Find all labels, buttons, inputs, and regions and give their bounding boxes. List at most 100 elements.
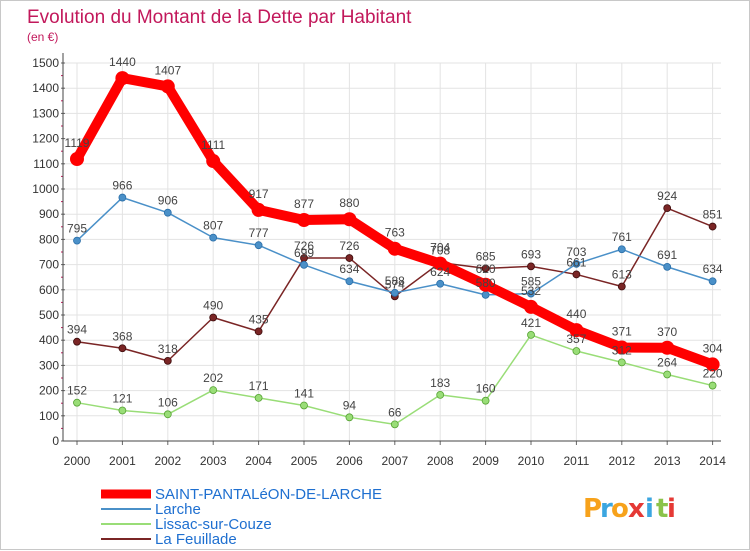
- data-point: [527, 331, 535, 339]
- data-label: 202: [203, 371, 223, 385]
- data-label: 121: [112, 392, 132, 406]
- x-tick-label: 2003: [200, 454, 227, 468]
- data-label: 394: [67, 323, 87, 337]
- x-tick-label: 2012: [608, 454, 635, 468]
- data-label: 160: [476, 382, 496, 396]
- data-point: [342, 212, 357, 227]
- data-label: 877: [294, 197, 314, 211]
- logo-letter: t: [656, 494, 668, 524]
- data-label: 966: [112, 179, 132, 193]
- x-tick-label: 2007: [381, 454, 408, 468]
- legend-label: SAINT-PANTALéON-DE-LARCHE: [155, 486, 382, 503]
- x-tick-label: 2014: [699, 454, 726, 468]
- x-tick-label: 2010: [518, 454, 545, 468]
- y-tick-label: 100: [39, 409, 59, 423]
- data-label: 661: [566, 255, 586, 269]
- x-tick-label: 2005: [291, 454, 318, 468]
- data-point: [527, 262, 535, 271]
- data-point: [254, 394, 263, 402]
- data-point: [209, 233, 218, 242]
- data-label: 106: [158, 395, 178, 409]
- data-point: [663, 204, 672, 213]
- x-tick-label: 2006: [336, 454, 363, 468]
- data-point: [481, 264, 490, 273]
- data-label: 371: [612, 325, 632, 339]
- data-point: [708, 381, 717, 390]
- data-label: 152: [67, 384, 87, 398]
- data-point: [569, 323, 584, 338]
- data-point: [300, 260, 308, 269]
- data-label: 312: [612, 343, 632, 357]
- data-point: [73, 236, 81, 245]
- data-point: [300, 401, 308, 410]
- data-label: 703: [566, 245, 586, 259]
- data-label: 693: [521, 247, 541, 261]
- y-tick-label: 1100: [33, 157, 59, 171]
- unit-label: (en €): [27, 30, 58, 44]
- grid: [63, 62, 721, 442]
- data-label: 585: [521, 275, 541, 289]
- data-point: [118, 406, 127, 415]
- y-tick-label: 1200: [32, 132, 59, 146]
- data-point: [436, 279, 445, 288]
- data-label: 761: [612, 230, 632, 244]
- logo-letter: i: [645, 494, 654, 524]
- data-label: 574: [385, 277, 405, 291]
- y-tick-label: 700: [39, 258, 59, 272]
- data-point: [527, 289, 535, 298]
- data-point: [614, 340, 629, 355]
- data-label: 704: [430, 241, 450, 255]
- data-point: [206, 154, 221, 169]
- data-point: [73, 337, 81, 346]
- data-label: 588: [385, 274, 405, 288]
- data-label: 580: [476, 276, 496, 290]
- data-label: 490: [203, 299, 223, 313]
- x-tick-label: 2001: [109, 454, 136, 468]
- data-labels: 1119 1440 1407 1111 917 877 880 763 704 620 532 440…: [65, 55, 723, 419]
- y-tick-label: 200: [39, 384, 59, 398]
- data-label: 906: [158, 194, 178, 208]
- data-label: 94: [343, 398, 357, 412]
- data-point: [163, 356, 172, 365]
- data-point: [118, 193, 127, 202]
- data-label: 708: [430, 244, 450, 258]
- data-label: 699: [294, 246, 314, 260]
- data-label: 171: [249, 379, 269, 393]
- data-label: 795: [67, 222, 87, 236]
- data-label: 304: [703, 341, 723, 355]
- y-tick-label: 0: [52, 434, 59, 448]
- data-point: [481, 396, 490, 405]
- data-label: 421: [521, 316, 541, 330]
- data-label: 613: [612, 268, 632, 282]
- data-label: 66: [388, 405, 402, 419]
- data-point: [345, 277, 354, 286]
- data-point: [660, 340, 675, 355]
- axes: 0 100 200 300 400 500 600 700 800 900 1000 1100 1200…: [32, 53, 726, 468]
- data-label: 880: [339, 196, 359, 210]
- data-label: 440: [566, 307, 586, 321]
- legend-label: Larche: [155, 501, 201, 518]
- legend-label: Lissac-sur-Couze: [155, 516, 272, 533]
- legend: SAINT-PANTALéON-DE-LARCHELarcheLissac-su…: [101, 486, 382, 548]
- data-point: [708, 222, 717, 231]
- data-label: 917: [249, 187, 269, 201]
- data-point: [390, 288, 399, 297]
- data-point: [572, 347, 581, 355]
- y-tick-label: 1300: [32, 106, 59, 120]
- data-point: [160, 79, 175, 94]
- data-label: 1119: [65, 136, 90, 150]
- y-tick-label: 400: [39, 333, 59, 347]
- data-point: [118, 344, 127, 353]
- data-point: [254, 241, 263, 250]
- data-point: [663, 370, 672, 379]
- y-tick-label: 600: [39, 283, 59, 297]
- data-point: [297, 212, 311, 227]
- data-label: 1111: [201, 138, 225, 152]
- data-point: [663, 262, 672, 271]
- y-tick-label: 1500: [32, 56, 59, 70]
- data-point: [481, 290, 490, 299]
- series-lines: [70, 71, 720, 429]
- data-point: [209, 313, 218, 322]
- y-tick-label: 800: [39, 232, 59, 246]
- x-tick-label: 2002: [154, 454, 181, 468]
